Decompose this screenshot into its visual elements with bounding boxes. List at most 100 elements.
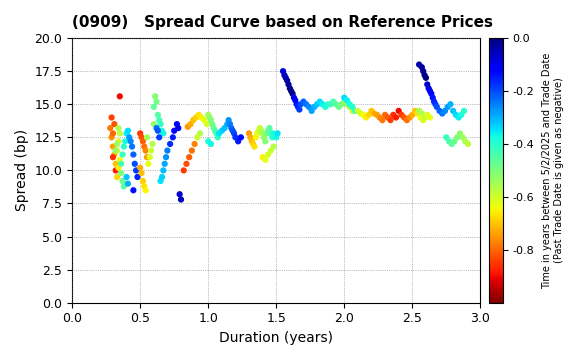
Point [118, 152, 127, 157]
Point [353, 108, 362, 114]
Point [400, 114, 409, 120]
Point [451, 112, 461, 118]
Point [340, 99, 349, 104]
Point [459, 108, 469, 114]
Point [281, 75, 291, 81]
Point [345, 104, 354, 110]
Point [267, 135, 277, 140]
Point [114, 125, 123, 131]
Point [302, 102, 311, 107]
Point [378, 117, 387, 123]
Point [248, 141, 258, 147]
Point [263, 152, 273, 157]
Point [148, 141, 157, 147]
Point [269, 130, 278, 136]
Point [149, 104, 158, 110]
Point [110, 152, 119, 157]
Point [173, 125, 183, 131]
Point [348, 108, 357, 114]
Point [254, 128, 263, 134]
Point [394, 108, 403, 114]
Point [444, 139, 454, 144]
Point [295, 107, 304, 112]
Point [419, 68, 428, 74]
Point [184, 154, 194, 160]
Point [172, 121, 182, 127]
Point [165, 141, 175, 147]
Point [247, 139, 256, 144]
Point [188, 117, 198, 123]
Point [126, 139, 135, 144]
Point [138, 139, 147, 144]
Point [348, 104, 357, 110]
Point [375, 114, 385, 120]
Point [117, 170, 126, 176]
Point [252, 130, 262, 136]
Point [269, 144, 278, 149]
Point [356, 111, 365, 116]
Point [282, 77, 292, 83]
Point [261, 157, 270, 163]
Point [204, 112, 213, 118]
Point [122, 174, 131, 180]
Point [107, 114, 116, 120]
Point [153, 112, 162, 118]
Point [224, 117, 233, 123]
Point [278, 68, 288, 74]
Point [114, 139, 123, 144]
Point [169, 128, 179, 134]
Text: (0909)   Spread Curve based on Reference Prices: (0909) Spread Curve based on Reference P… [72, 15, 493, 30]
Point [142, 135, 151, 140]
Point [155, 135, 164, 140]
Point [111, 167, 120, 173]
Point [435, 108, 444, 114]
Point [307, 108, 316, 114]
Point [448, 108, 458, 114]
Point [386, 117, 395, 123]
Point [208, 121, 217, 127]
Point [136, 165, 145, 171]
Point [461, 139, 470, 144]
Point [138, 178, 147, 184]
Point [125, 135, 134, 140]
Point [151, 94, 160, 99]
Point [425, 88, 434, 94]
Point [423, 81, 432, 87]
Point [292, 102, 301, 107]
Point [271, 135, 281, 140]
Point [113, 174, 122, 180]
Point [115, 157, 125, 163]
Point [389, 112, 398, 118]
Point [108, 144, 118, 149]
Point [454, 114, 463, 120]
Point [191, 114, 201, 120]
Point [209, 125, 218, 131]
Point [205, 114, 214, 120]
Point [416, 114, 425, 120]
Point [437, 111, 447, 116]
Point [296, 102, 306, 107]
Point [280, 72, 289, 78]
Point [358, 112, 368, 118]
Point [144, 161, 153, 167]
Point [186, 121, 195, 127]
Point [106, 125, 115, 131]
Point [211, 128, 220, 134]
Point [369, 111, 379, 116]
Point [115, 130, 125, 136]
Point [315, 99, 324, 104]
Point [137, 170, 146, 176]
Point [152, 99, 161, 104]
Point [420, 114, 429, 120]
Point [452, 135, 462, 140]
Point [304, 104, 314, 110]
Point [392, 114, 401, 120]
Point [108, 130, 118, 136]
Point [423, 112, 432, 118]
Point [130, 161, 139, 167]
Point [161, 154, 171, 160]
Point [287, 88, 296, 94]
Point [140, 144, 149, 149]
Point [329, 99, 338, 104]
Point [313, 102, 322, 107]
